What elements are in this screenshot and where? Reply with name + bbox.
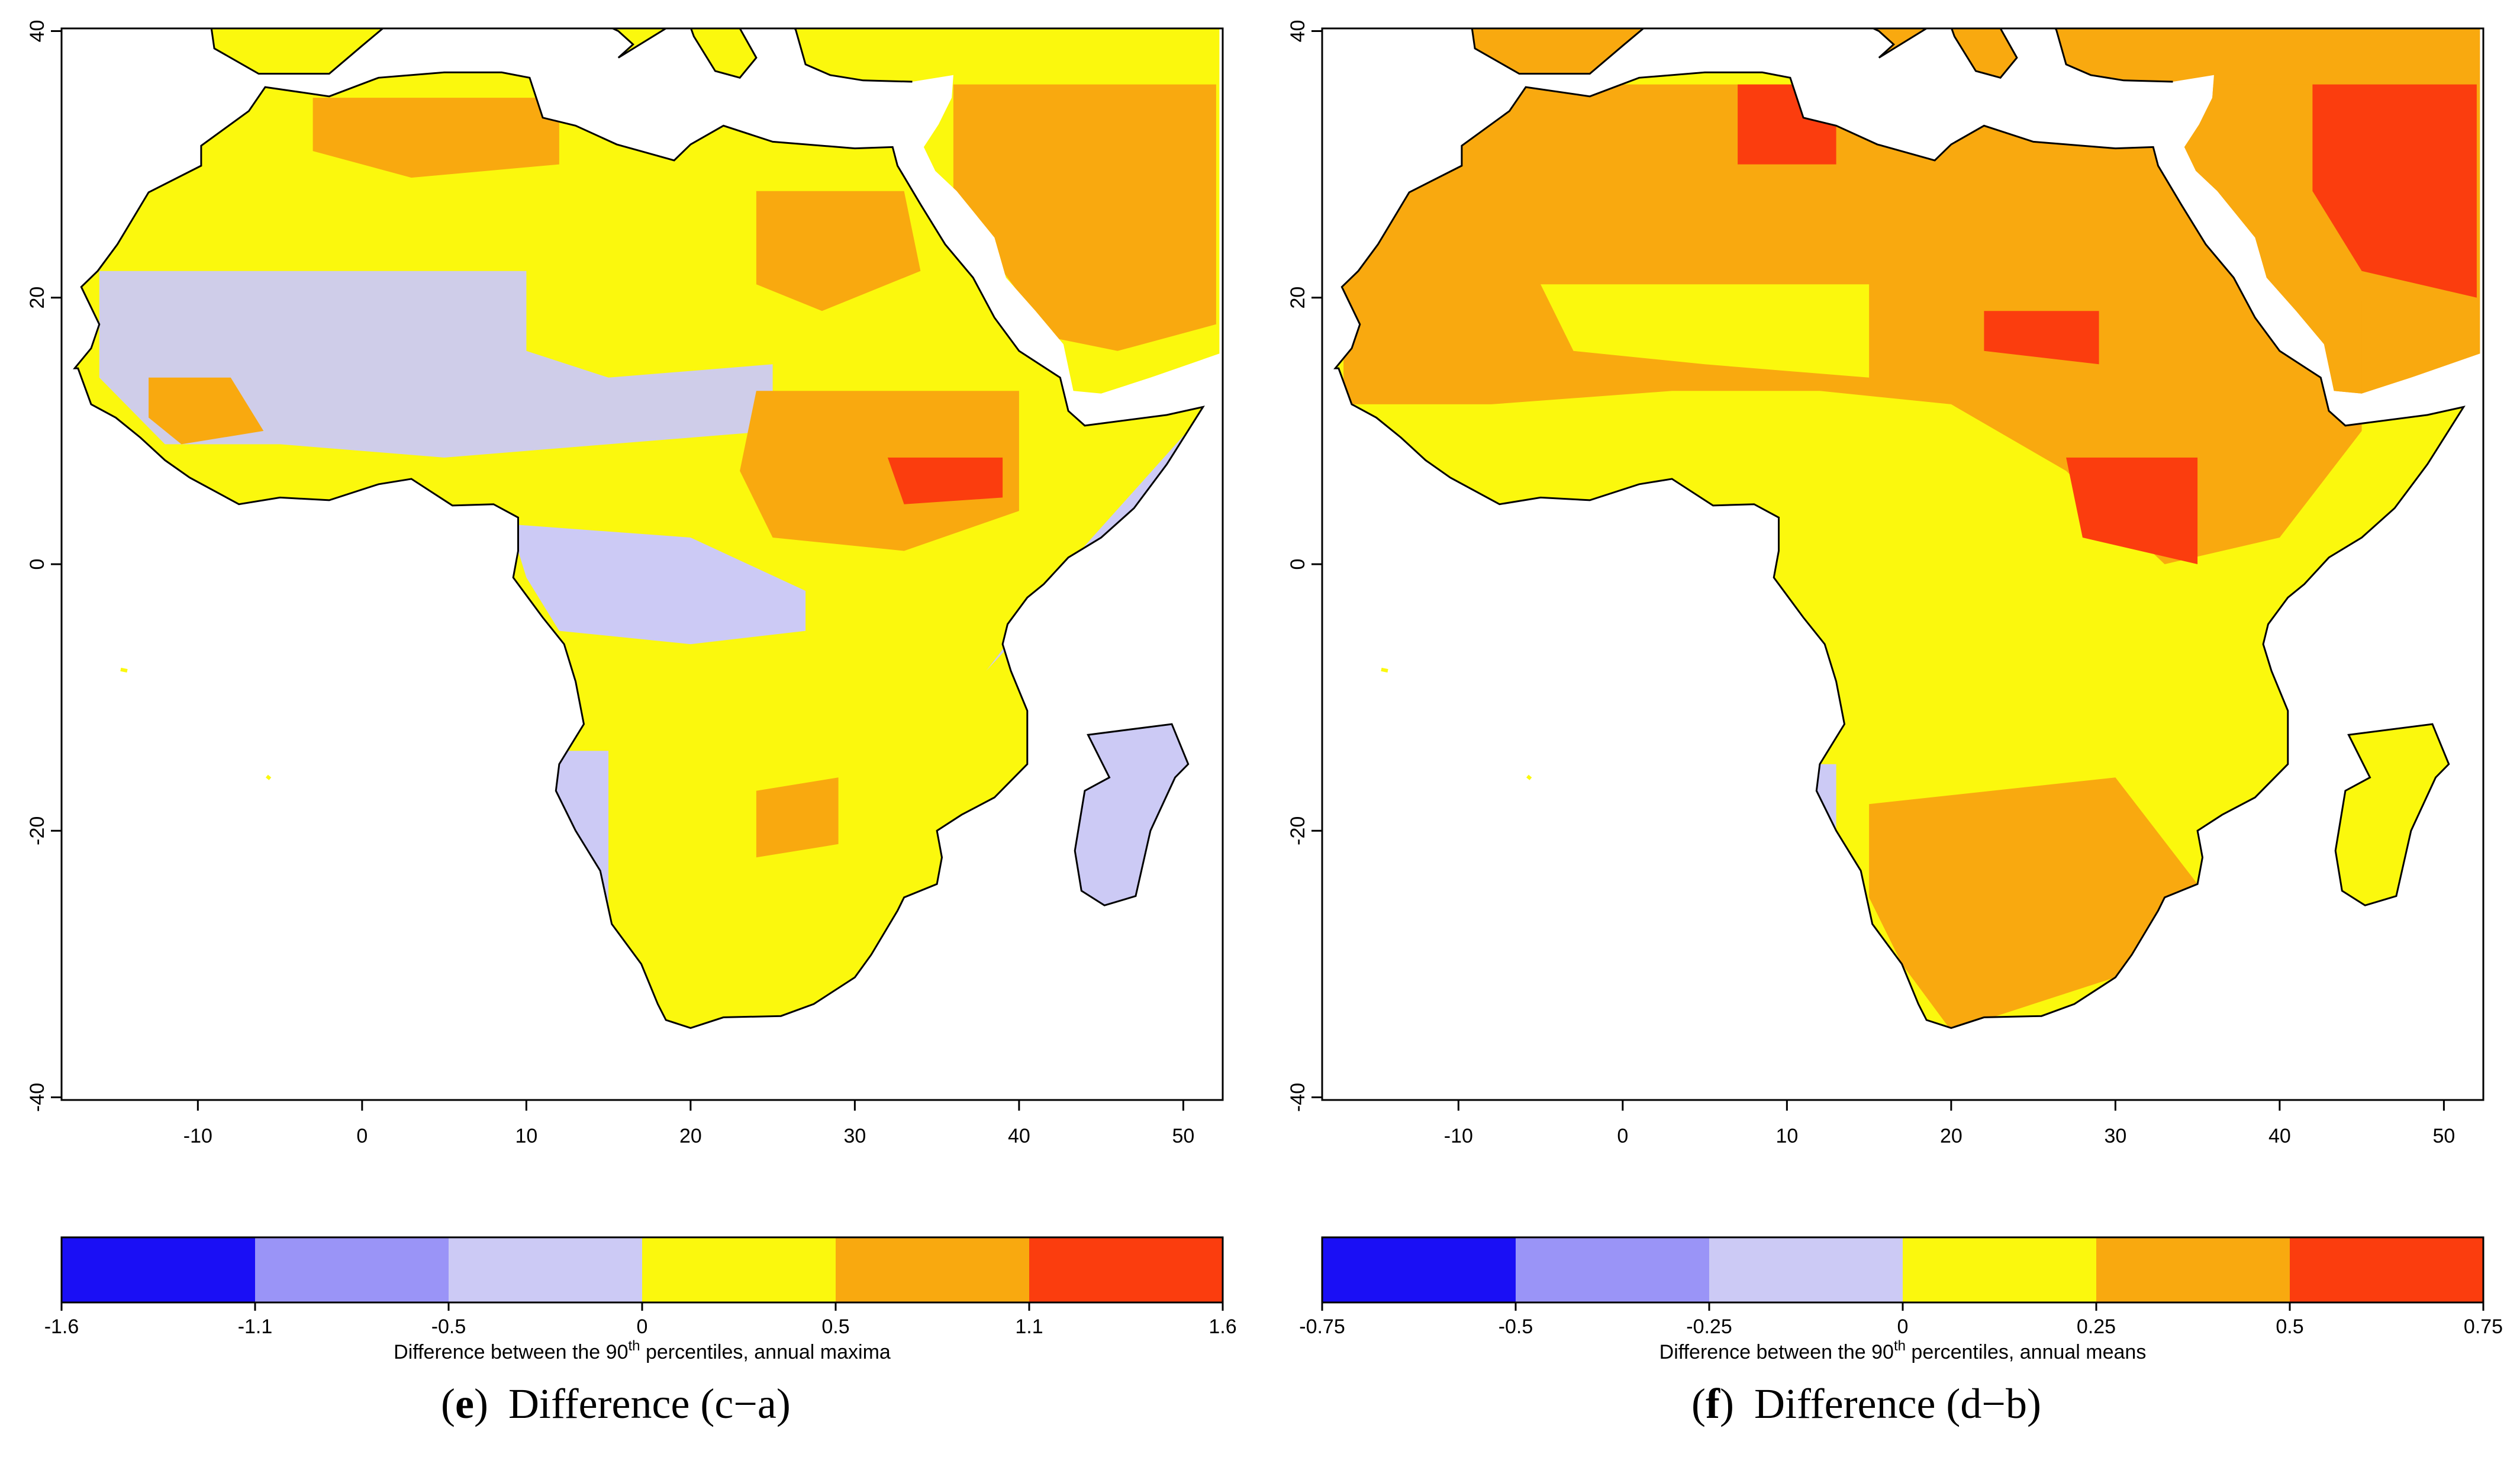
x-tick-label: 20 (679, 1125, 702, 1147)
patch-coast-negative (1803, 764, 1836, 844)
colorbar-swatch (62, 1237, 255, 1302)
x-tick-label: 20 (1940, 1125, 1962, 1147)
colorbar-title: Difference between the 90th percentiles,… (394, 1338, 891, 1363)
y-tick-label: -20 (1287, 816, 1309, 845)
x-tick-label: 50 (2432, 1125, 2455, 1147)
madagascar-land (2335, 724, 2449, 906)
colorbar-swatch (1903, 1237, 2096, 1302)
colorbar-break-label: 1.6 (1209, 1315, 1236, 1338)
colorbar-break-label: 0.5 (2276, 1315, 2303, 1338)
patch-sahel-negative (99, 271, 773, 458)
colorbar-break-label: 1.1 (1015, 1315, 1043, 1338)
y-tick-label: 0 (26, 559, 49, 570)
colorbar-swatch (255, 1237, 449, 1302)
colorbar-break-label: 0.5 (821, 1315, 849, 1338)
y-tick-label: -40 (1287, 1083, 1309, 1112)
x-tick-label: 10 (1775, 1125, 1798, 1147)
colorbar-swatch (836, 1237, 1029, 1302)
colorbar-swatch (1516, 1237, 1709, 1302)
colorbar-break-label: -0.25 (1686, 1315, 1732, 1338)
colorbar-swatch (1709, 1237, 1903, 1302)
y-tick-label: 40 (26, 20, 49, 43)
island-2 (1229, 337, 1245, 351)
y-tick-label: 20 (26, 287, 49, 309)
colorbar-break-label: 0 (637, 1315, 648, 1338)
africa-coastline (73, 71, 1205, 1029)
colorbar-legend-f: -0.75 -0.5 -0.25 0 0.25 0.5 0.75 Difference bet… (1299, 1236, 2503, 1363)
x-tick-label: -10 (1444, 1125, 1473, 1147)
x-tick-label: 10 (515, 1125, 537, 1147)
colorbar-break-label: 0 (1897, 1315, 1909, 1338)
patch-egypt-positive (756, 191, 921, 311)
x-tick-label: 0 (356, 1125, 368, 1147)
patch-westafrica-positive (149, 377, 264, 445)
red-sea (897, 165, 1074, 391)
x-tick-label: 40 (1008, 1125, 1030, 1147)
x-tick-label: 50 (1172, 1125, 1194, 1147)
island-0 (120, 667, 128, 673)
madagascar-coastline (2334, 723, 2450, 906)
y-tick-label: -20 (26, 816, 49, 845)
island-1 (1526, 774, 1532, 780)
caption-f: (f) Difference (d−b) (1691, 1380, 2041, 1427)
x-tick-label: 30 (2104, 1125, 2126, 1147)
patch-congo-negative (510, 524, 806, 645)
x-tick-label: 30 (843, 1125, 866, 1147)
patch-ethiopia-positive (740, 391, 1019, 551)
patch-arabia-positive (953, 84, 1216, 351)
map-panel-f: -10 0 10 20 30 40 50 40 20 0 -20 -40 (1229, 20, 2484, 1147)
caption-e: (e) Difference (c−a) (441, 1380, 791, 1427)
x-tick-label: 40 (2268, 1125, 2291, 1147)
colorbar-title: Difference between the 90th percentiles,… (1659, 1338, 2147, 1363)
red-sea (2158, 165, 2334, 391)
patch-botswana-positive (756, 777, 839, 858)
patch-northafrica-positive (312, 98, 559, 178)
patch-ethiopia-core (887, 457, 1003, 504)
africa-coastline (1333, 71, 2466, 1029)
colorbar-swatch (2290, 1237, 2483, 1302)
colorbar-swatch (1322, 1237, 1516, 1302)
y-tick-label: 0 (1287, 559, 1309, 570)
colorbar-break-label: -1.6 (44, 1315, 79, 1338)
colorbar-break-label: -0.75 (1299, 1315, 1345, 1338)
colorbar-break-label: -0.5 (431, 1315, 466, 1338)
madagascar-land (1075, 724, 1188, 906)
patch-sahara-cut (1541, 284, 1870, 378)
patch-southern-positive (1869, 777, 2198, 1028)
colorbar-break-label: 0.25 (2077, 1315, 2116, 1338)
colorbar-swatch (642, 1237, 836, 1302)
colorbar-break-label: -1.1 (238, 1315, 273, 1338)
colorbar-swatch (449, 1237, 642, 1302)
colorbar-swatch (2096, 1237, 2290, 1302)
colorbar-break-label: -0.5 (1499, 1315, 1533, 1338)
island-0 (1381, 667, 1388, 673)
madagascar-coastline (1074, 723, 1190, 906)
x-tick-label: 0 (1617, 1125, 1628, 1147)
island-1 (265, 774, 272, 780)
colorbar-break-label: 0.75 (2464, 1315, 2503, 1338)
patch-libya-max (1738, 84, 1836, 165)
y-tick-label: 20 (1287, 287, 1309, 309)
colorbar-legend-e: -1.6 -1.1 -0.5 0 0.5 1.1 1.6 Difference between… (44, 1236, 1237, 1363)
y-tick-label: -40 (26, 1083, 49, 1112)
map-panel-e: -10 0 10 20 30 40 50 40 20 0 -20 -40 (26, 20, 1224, 1147)
colorbar-swatch (1029, 1237, 1223, 1302)
patch-southsudan-max (2066, 457, 2198, 564)
patch-chad-max (1984, 311, 2099, 365)
x-tick-label: -10 (183, 1125, 212, 1147)
y-tick-label: 40 (1287, 20, 1309, 43)
patch-arabia-max (2312, 84, 2477, 298)
